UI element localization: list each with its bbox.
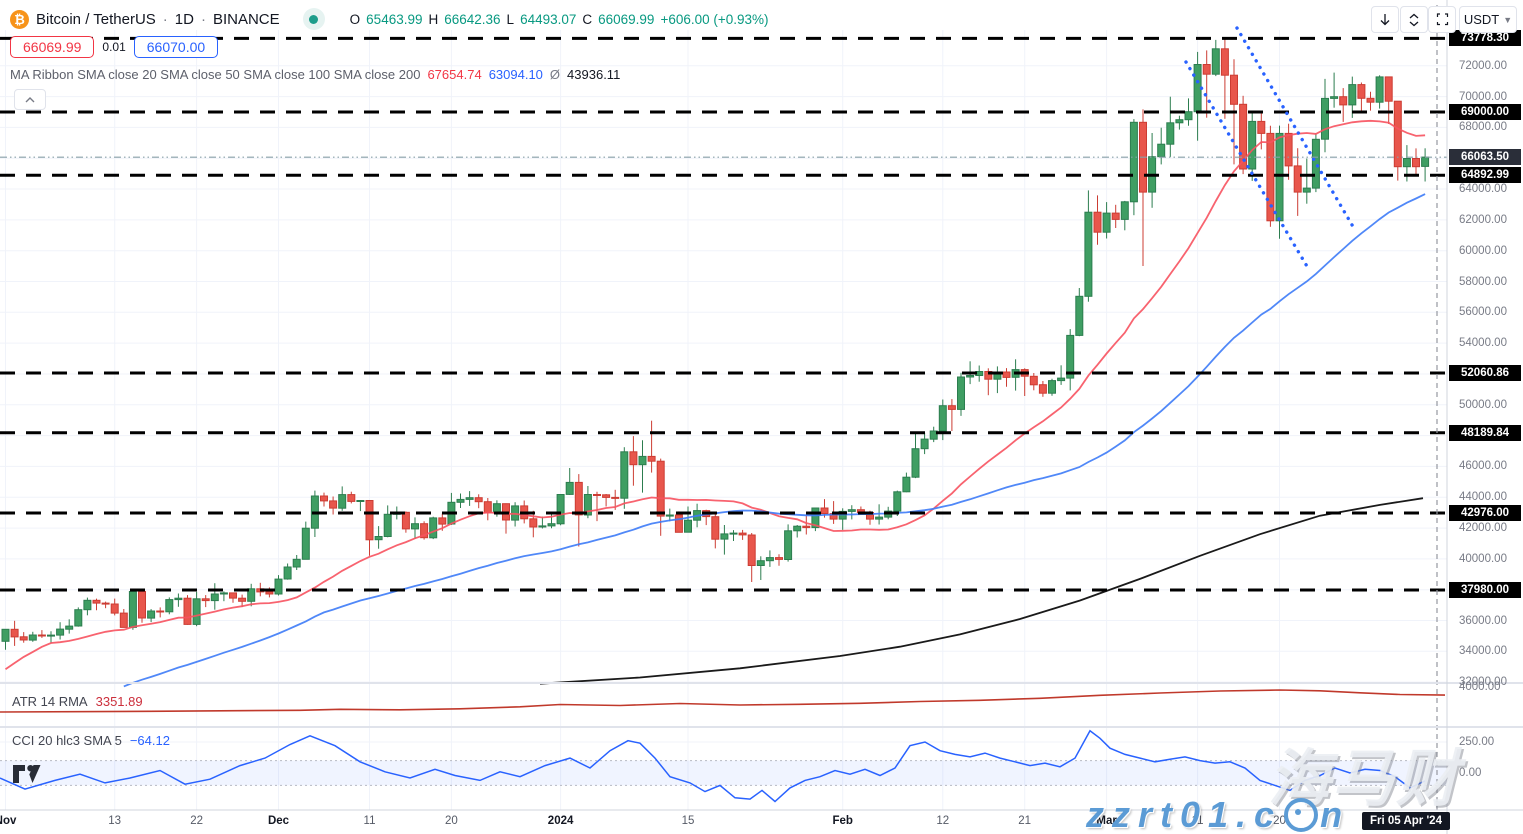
close-value: 66069.99 — [598, 11, 655, 27]
high-value: 66642.36 — [444, 11, 501, 27]
last-bar-date-label: Fri 05 Apr '24 — [1362, 812, 1450, 830]
cci-axis-tick: 0.00 — [1459, 767, 1482, 779]
interval-label[interactable]: 1D — [174, 10, 194, 28]
price-axis-tick: 46000.00 — [1459, 460, 1507, 473]
currency-dropdown[interactable]: USDT ▼ — [1459, 6, 1517, 33]
time-axis-tick: 22 — [190, 815, 203, 827]
price-axis-tick: 60000.00 — [1459, 244, 1507, 257]
market-status-button[interactable] — [302, 8, 325, 30]
atr-axis-tick: 4000.00 — [1459, 681, 1501, 693]
price-level-label: 52060.86 — [1449, 365, 1521, 381]
price-axis-tick: 42000.00 — [1459, 522, 1507, 535]
price-axis-tick: 54000.00 — [1459, 337, 1507, 350]
price-level-label: 37980.00 — [1449, 582, 1521, 598]
atr-label: ATR 14 RMA — [12, 694, 88, 709]
close-label: C — [582, 11, 593, 27]
time-axis-tick: Feb — [832, 815, 853, 827]
atr-value: 3351.89 — [95, 694, 143, 709]
fullscreen-icon — [1436, 13, 1448, 26]
price-axis-tick: 32000.00 — [1459, 676, 1507, 689]
fullscreen-button[interactable] — [1428, 6, 1456, 33]
open-value: 65463.99 — [366, 11, 423, 27]
price-axis-tick: 58000.00 — [1459, 275, 1507, 288]
symbol-title[interactable]: Bitcoin / TetherUS — [36, 10, 156, 28]
low-value: 64493.07 — [520, 11, 577, 27]
price-level-label: 42976.00 — [1449, 505, 1521, 521]
cci-value: −64.12 — [129, 733, 170, 748]
price-axis-tick: 70000.00 — [1459, 90, 1507, 103]
sma100-value: Ø — [549, 67, 561, 82]
arrow-down-icon — [1380, 14, 1390, 26]
time-axis-tick: 13 — [108, 815, 122, 827]
price-axis-tick: 34000.00 — [1459, 645, 1507, 658]
sma20-value: 67654.74 — [427, 67, 482, 82]
currency-value: USDT — [1463, 12, 1500, 27]
price-axis-tick: 44000.00 — [1459, 491, 1507, 504]
time-axis-tick: 11 — [363, 815, 376, 827]
time-axis-tick: 21 — [1018, 815, 1032, 827]
buy-button[interactable]: 66070.00 — [133, 36, 219, 58]
price-level-label: 69000.00 — [1449, 104, 1521, 120]
time-axis-tick: Mar — [1096, 815, 1117, 827]
legend-collapse-button[interactable] — [14, 89, 46, 110]
price-axis-tick: 62000.00 — [1459, 213, 1507, 226]
time-axis-tick: 15 — [681, 815, 695, 827]
bitcoin-icon: ₿ — [10, 9, 29, 29]
low-label: L — [506, 11, 515, 27]
ma-ribbon-label: MA Ribbon SMA close 20 SMA close 50 SMA … — [10, 67, 421, 82]
current-price-label: 66063.50 — [1449, 149, 1521, 166]
time-axis-tick: 20 — [1273, 815, 1286, 827]
separator-dot: · — [162, 10, 168, 28]
time-axis-tick: Nov — [0, 815, 17, 827]
sell-button[interactable]: 66069.99 — [10, 36, 95, 58]
chevron-down-icon: ▼ — [1503, 14, 1513, 25]
ma-ribbon-legend[interactable]: MA Ribbon SMA close 20 SMA close 50 SMA … — [10, 67, 620, 82]
time-axis-tick: 11 — [1191, 815, 1204, 827]
price-axis-tick: 72000.00 — [1459, 59, 1507, 72]
tradingview-logo-icon — [13, 765, 41, 783]
price-axis-tick: 56000.00 — [1459, 306, 1507, 319]
exchange-label[interactable]: BINANCE — [212, 10, 280, 28]
ohlc-readout: O 65463.99 H 66642.36 L 64493.07 C 66069.99 … — [350, 12, 769, 27]
sma50-value: 63094.10 — [488, 67, 543, 82]
trade-panel: 66069.99 0.01 66070.00 — [10, 36, 219, 58]
price-axis-tick: 64000.00 — [1459, 183, 1507, 195]
time-axis-tick: 12 — [936, 815, 950, 827]
collapse-pane-button[interactable] — [1400, 6, 1428, 33]
open-label: O — [349, 11, 361, 27]
time-axis-tick: Dec — [267, 815, 290, 827]
atr-legend[interactable]: ATR 14 RMA 3351.89 — [12, 694, 143, 709]
separator-dot: · — [200, 10, 206, 28]
tradingview-logo[interactable] — [12, 764, 42, 789]
cci-legend[interactable]: CCI 20 hlc3 SMA 5 −64.12 — [12, 733, 170, 748]
time-axis-tick: 20 — [444, 815, 458, 827]
chevron-up-icon — [25, 96, 35, 102]
cci-axis-tick: 250.00 — [1459, 736, 1495, 748]
price-axis-tick: 68000.00 — [1459, 121, 1507, 134]
time-axis-tick: 2024 — [547, 815, 574, 827]
sma200-value: 43936.11 — [567, 67, 621, 82]
price-level-label: 64892.99 — [1449, 167, 1521, 184]
price-level-label: 73778.30 — [1449, 30, 1521, 47]
change-value: +606.00 (+0.93%) — [660, 11, 769, 27]
high-label: H — [428, 11, 439, 27]
price-axis-tick: 40000.00 — [1459, 552, 1507, 565]
cci-label: CCI 20 hlc3 SMA 5 — [12, 733, 122, 748]
price-axis-tick: 50000.00 — [1459, 398, 1507, 411]
spread-value: 0.01 — [102, 40, 126, 54]
market-open-dot-icon — [309, 14, 319, 24]
price-level-label: 48189.84 — [1449, 424, 1521, 441]
scroll-to-latest-button[interactable] — [1371, 6, 1399, 33]
price-axis-tick: 36000.00 — [1459, 614, 1507, 627]
symbol-legend[interactable]: ₿ Bitcoin / TetherUS · 1D · BINANCE O 654… — [10, 8, 769, 30]
double-chevron-icon — [1409, 13, 1419, 26]
